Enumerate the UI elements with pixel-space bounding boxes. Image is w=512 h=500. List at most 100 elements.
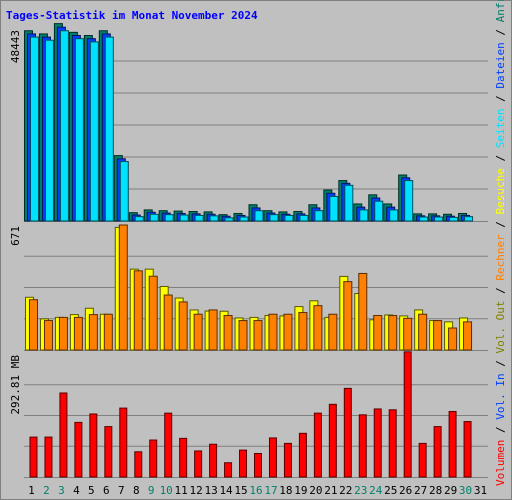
- bar-seiten-day-16: [254, 210, 264, 222]
- x-tick-label: 14: [219, 484, 233, 497]
- bar-seiten-day-20: [314, 210, 324, 222]
- panel-1: 48443: [9, 23, 488, 222]
- legend-entry: Vol. Out: [494, 301, 507, 354]
- bar-volumen-day-10: [164, 412, 173, 478]
- bar-rechner-day-8: [133, 270, 143, 351]
- x-tick-label: 16: [249, 484, 262, 497]
- x-tick-label: 18: [279, 484, 292, 497]
- bar-volumen-day-7: [119, 407, 128, 478]
- bar-volumen-day-15: [239, 449, 248, 478]
- x-tick-label: 6: [103, 484, 110, 497]
- x-tick-label: 8: [133, 484, 140, 497]
- x-tick-label: 28: [429, 484, 442, 497]
- bar-volumen-day-9: [149, 439, 158, 478]
- panel-2: 671: [9, 224, 488, 351]
- bar-volumen-day-4: [74, 421, 83, 478]
- y-axis-max-label: 671: [9, 226, 22, 246]
- x-tick-label: 13: [204, 484, 217, 497]
- bar-volumen-day-11: [179, 437, 188, 478]
- legend-separator: /: [494, 148, 507, 168]
- bar-seiten-day-4: [74, 38, 84, 222]
- bar-volumen-day-19: [298, 432, 307, 478]
- bar-seiten-day-28: [434, 216, 444, 222]
- legend-text: Volumen / Vol. In / Vol. Out / Rechner /…: [494, 0, 507, 486]
- bar-rechner-day-4: [73, 316, 83, 351]
- bar-rechner-day-16: [253, 320, 263, 351]
- bar-rechner-day-25: [388, 315, 398, 351]
- bar-volumen-day-23: [358, 414, 367, 478]
- bar-seiten-day-29: [449, 216, 459, 222]
- bar-rechner-day-7: [118, 224, 128, 351]
- x-tick-label: 19: [294, 484, 307, 497]
- legend-entry: Seiten: [494, 108, 507, 148]
- bar-seiten-day-24: [374, 200, 384, 222]
- legend-entry: Rechner: [494, 234, 507, 281]
- bar-rechner-day-6: [103, 313, 113, 351]
- chart-panels: 48443 671 292.81 MB: [9, 23, 488, 478]
- bar-rechner-day-26: [403, 317, 413, 351]
- legend-separator: /: [494, 354, 507, 374]
- bar-rechner-day-27: [418, 313, 428, 351]
- bar-rechner-day-21: [328, 313, 338, 351]
- bar-seiten-day-6: [104, 36, 114, 222]
- bar-volumen-day-17: [268, 437, 277, 478]
- bar-seiten-day-30: [464, 216, 474, 222]
- bar-seiten-day-17: [269, 214, 279, 222]
- x-tick-label: 12: [190, 484, 203, 497]
- bar-volumen-day-22: [343, 387, 352, 478]
- bar-volumen-day-28: [433, 426, 442, 478]
- bar-rechner-day-12: [193, 313, 203, 351]
- legend-entry: Besuche: [494, 168, 507, 214]
- bar-rechner-day-28: [433, 320, 443, 351]
- bar-volumen-day-5: [89, 413, 98, 478]
- x-tick-label: 26: [399, 484, 412, 497]
- x-tick-label: 23: [354, 484, 367, 497]
- bar-seiten-day-14: [224, 217, 234, 222]
- bar-seiten-day-27: [419, 216, 429, 222]
- legend-separator: /: [494, 89, 507, 109]
- legend-separator: /: [494, 22, 507, 42]
- bar-seiten-day-1: [29, 36, 39, 222]
- bar-volumen-day-14: [224, 462, 233, 478]
- x-tick-label: 10: [160, 484, 173, 497]
- bar-rechner-day-14: [223, 315, 233, 351]
- x-tick-label: 15: [234, 484, 247, 497]
- x-tick-label: 31: [474, 484, 487, 497]
- legend-entry: Dateien: [494, 42, 507, 88]
- x-tick-label: 4: [73, 484, 80, 497]
- bar-seiten-day-21: [329, 195, 339, 222]
- x-tick-label: 11: [175, 484, 188, 497]
- bar-volumen-day-8: [134, 451, 143, 478]
- x-tick-label: 27: [414, 484, 427, 497]
- bar-seiten-day-11: [179, 214, 189, 222]
- bar-volumen-day-20: [313, 412, 322, 478]
- legend-entry: Anfragen: [494, 0, 507, 22]
- x-tick-label: 20: [309, 484, 322, 497]
- bar-rechner-day-9: [148, 275, 158, 351]
- bar-volumen-day-16: [254, 452, 262, 478]
- bar-seiten-day-25: [389, 209, 399, 222]
- bar-volumen-day-26: [403, 351, 412, 478]
- bar-seiten-day-7: [119, 161, 129, 222]
- bar-rechner-day-18: [283, 313, 293, 351]
- x-tick-label: 24: [369, 484, 383, 497]
- bar-rechner-day-22: [343, 281, 353, 351]
- legend-entry: Vol. In: [494, 373, 507, 419]
- bar-rechner-day-19: [298, 312, 308, 351]
- bar-rechner-day-24: [373, 315, 383, 351]
- bar-seiten-day-5: [89, 41, 99, 222]
- panel-3: 292.81 MB: [9, 351, 488, 478]
- legend-separator: /: [494, 420, 507, 440]
- bar-volumen-day-6: [104, 426, 113, 478]
- x-tick-label: 3: [58, 484, 65, 497]
- x-tick-label: 22: [339, 484, 352, 497]
- bar-volumen-day-18: [283, 442, 292, 478]
- legend-separator: /: [494, 281, 507, 301]
- bar-volumen-day-24: [373, 408, 382, 478]
- bar-rechner-day-20: [313, 305, 323, 351]
- right-legend: Volumen / Vol. In / Vol. Out / Rechner /…: [494, 0, 507, 486]
- bar-seiten-day-26: [404, 180, 414, 222]
- x-tick-label: 21: [324, 484, 337, 497]
- bar-volumen-day-12: [194, 450, 203, 478]
